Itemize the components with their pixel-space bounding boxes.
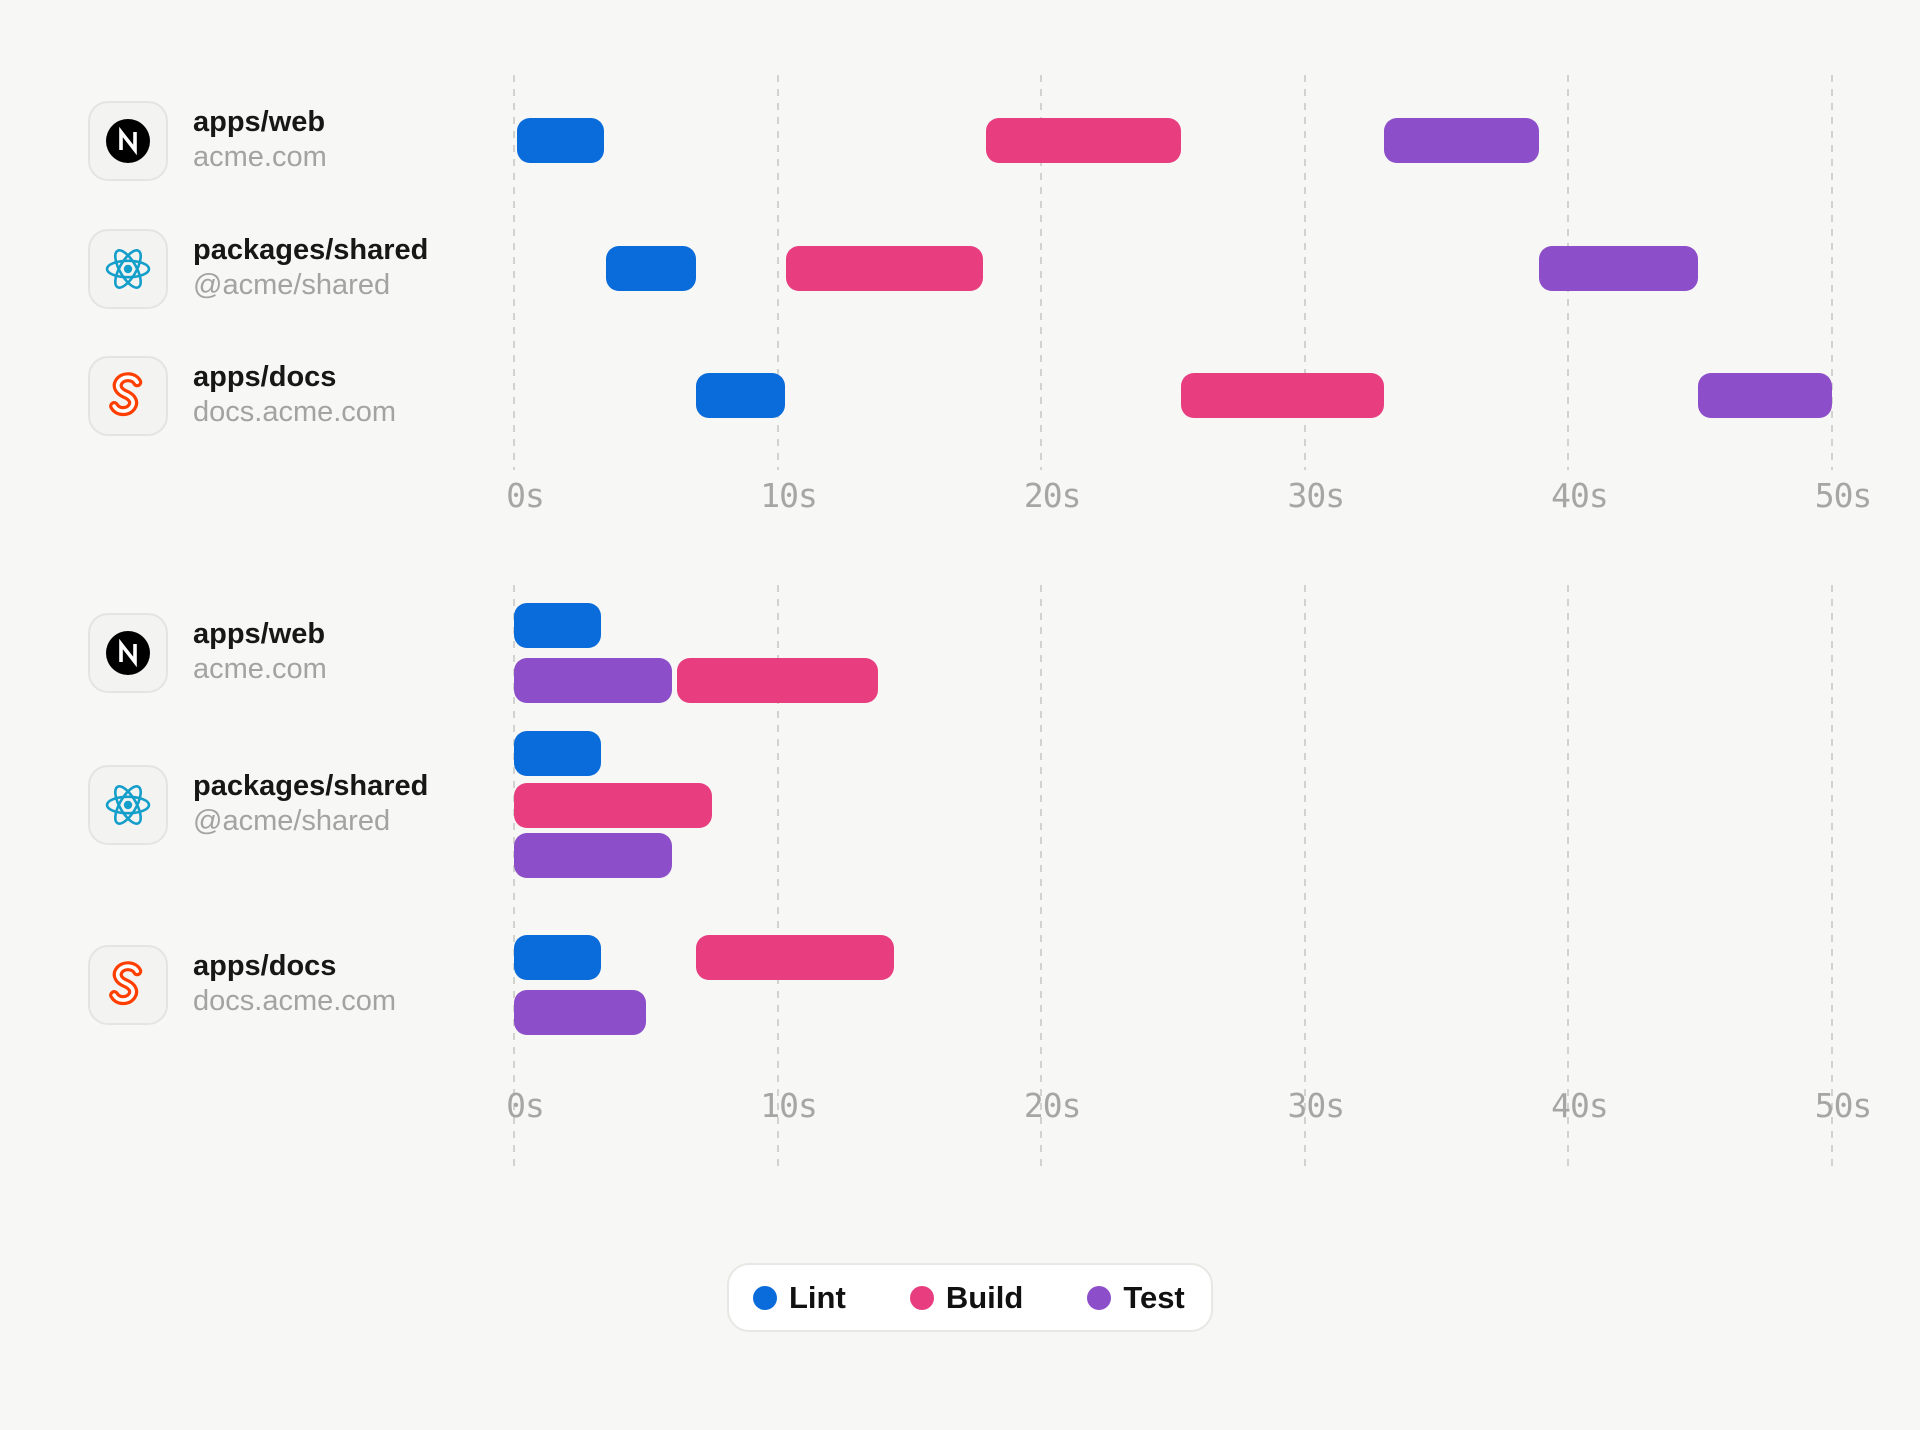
gridline (1567, 585, 1570, 1170)
gridline (1303, 75, 1306, 470)
package-subtitle: acme.com (193, 140, 327, 173)
axis-tick-label: 20s (1023, 1086, 1082, 1125)
test-bar-shared (514, 833, 673, 878)
gridline (1831, 585, 1833, 1170)
legend: Lint Build Test (727, 1263, 1213, 1332)
axis-tick-label: 50s (1814, 476, 1873, 515)
axis-tick-label: 40s (1551, 1086, 1609, 1125)
gridline (776, 75, 779, 470)
lint-color-dot (753, 1285, 777, 1310)
lint-bar-docs (695, 373, 786, 418)
legend-label: Lint (789, 1280, 846, 1315)
react-icon (105, 248, 151, 289)
gridline (1303, 585, 1306, 1170)
axis-tick-label: 30s (1287, 1086, 1345, 1125)
build-color-dot (909, 1285, 934, 1310)
package-title: packages/shared (193, 769, 429, 802)
package-subtitle: docs.acme.com (193, 985, 397, 1017)
build-bar-web (985, 118, 1181, 163)
package-label-shared: packages/shared @acme/shared (193, 769, 513, 839)
package-subtitle: @acme/shared (193, 268, 391, 301)
package-subtitle: docs.acme.com (193, 395, 397, 428)
legend-label: Test (1123, 1280, 1185, 1315)
gridline (1567, 75, 1570, 470)
package-icon-tile-shared (88, 764, 168, 845)
axis-tick-label: 40s (1551, 476, 1609, 515)
package-label-shared: packages/shared @acme/shared (193, 233, 513, 303)
gridline (1040, 585, 1043, 1170)
test-bar-web (1383, 118, 1540, 163)
gridline (1040, 75, 1043, 470)
test-color-dot (1087, 1285, 1112, 1310)
lint-bar-web (516, 118, 604, 163)
axis-tick-label: 30s (1287, 476, 1345, 515)
nextjs-icon (106, 118, 150, 163)
package-label-docs: apps/docs docs.acme.com (193, 949, 513, 1019)
svelte-icon (109, 961, 143, 1006)
package-title: apps/docs (193, 950, 337, 982)
package-icon-tile-shared (88, 228, 168, 309)
package-subtitle: acme.com (193, 653, 327, 685)
test-bar-docs (514, 990, 646, 1035)
nextjs-icon (106, 631, 150, 675)
package-title: packages/shared (193, 233, 429, 266)
package-label-docs: apps/docs docs.acme.com (193, 360, 513, 430)
axis-tick-label: 0s (506, 476, 545, 515)
axis-tick-label: 10s (760, 1086, 818, 1125)
package-title: apps/web (193, 618, 326, 650)
test-bar-web (514, 658, 673, 703)
build-bar-docs (1180, 373, 1384, 418)
package-subtitle: @acme/shared (193, 804, 391, 837)
axis-tick-label: 0s (506, 1086, 545, 1125)
svelte-icon (109, 371, 143, 416)
build-bar-docs (695, 935, 894, 980)
build-bar-shared (514, 783, 712, 828)
test-bar-docs (1697, 373, 1832, 418)
lint-bar-docs (514, 935, 601, 980)
package-icon-tile-docs (88, 945, 168, 1025)
test-bar-shared (1539, 246, 1698, 291)
legend-label: Build (945, 1280, 1024, 1315)
build-bar-shared (785, 246, 984, 291)
package-title: apps/docs (193, 360, 337, 393)
gridline (513, 585, 515, 1170)
gridline (776, 585, 779, 1170)
react-icon (105, 784, 151, 825)
lint-bar-web (514, 603, 601, 648)
package-label-web: apps/web acme.com (193, 105, 513, 175)
package-icon-tile-web (88, 613, 168, 693)
gridline (1831, 75, 1833, 470)
package-icon-tile-docs (88, 355, 168, 436)
lint-bar-shared (606, 246, 696, 291)
package-icon-tile-web (88, 100, 168, 181)
package-title: apps/web (193, 105, 326, 138)
package-label-web: apps/web acme.com (193, 617, 513, 687)
axis-tick-label: 50s (1814, 1086, 1873, 1125)
lint-bar-shared (514, 731, 601, 776)
legend-item-lint: Lint (753, 1282, 846, 1313)
gridline (513, 75, 515, 470)
build-bar-web (677, 658, 878, 703)
legend-item-test: Test (1087, 1280, 1185, 1315)
legend-item-build: Build (909, 1280, 1024, 1315)
axis-tick-label: 20s (1023, 476, 1082, 515)
axis-tick-label: 10s (760, 476, 818, 515)
